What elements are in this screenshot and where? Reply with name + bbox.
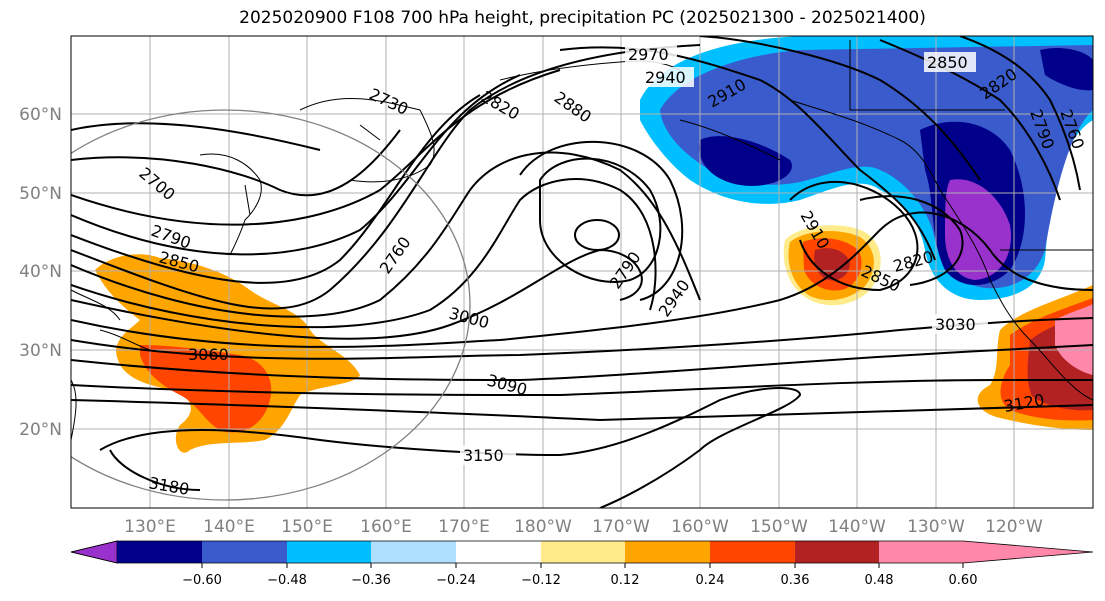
lat-label: 20°N [19,420,62,440]
colorbar-segment [541,541,625,563]
lon-label: 120°W [985,517,1043,537]
coastlines [71,40,1093,441]
lon-label: 170°E [438,517,490,537]
colorbar-tick-label: 0.48 [865,573,894,588]
colorbar-tick-label: 0.12 [611,573,640,588]
lat-label: 40°N [19,262,62,282]
contour-label: 3150 [463,446,504,465]
lon-label: 130°W [907,517,965,537]
lon-label: 130°E [124,517,176,537]
colorbar: −0.60 −0.48 −0.36 −0.24 −0.12 0.12 0.24 … [70,540,1094,588]
colorbar-tick-label: −0.48 [267,573,307,588]
lon-label: 170°W [592,517,650,537]
lon-label: 160°E [360,517,412,537]
colorbar-segment [879,541,963,563]
contour-label: 2940 [645,68,686,87]
colorbar-tick-label: −0.60 [182,573,222,588]
colorbar-extend-min [70,540,118,564]
colorbar-tick-label: 0.24 [696,573,725,588]
colorbar-tick-label: 0.60 [949,573,978,588]
latitude-labels: 60°N 50°N 40°N 30°N 20°N [19,105,62,440]
map-title: 2025020900 F108 700 hPa height, precipit… [239,8,926,28]
longitude-labels: 130°E 140°E 150°E 160°E 170°E 180°W 170°… [124,517,1043,537]
positive-precip-anomaly-central [783,225,881,306]
lon-label: 150°E [281,517,333,537]
graticule [71,36,1093,508]
lon-label: 140°W [828,517,886,537]
colorbar-segment [710,541,795,563]
range-circle [71,109,471,501]
contour-label: 3060 [188,345,229,364]
lon-label: 160°W [671,517,729,537]
colorbar-ticks [201,563,964,568]
colorbar-segment [456,541,541,563]
lat-label: 30°N [19,341,62,361]
contour-label: 2970 [628,45,669,64]
positive-precip-anomaly-west [95,254,360,453]
contour-label: 2850 [927,53,968,72]
lon-label: 150°W [750,517,808,537]
colorbar-tick-label: −0.24 [436,573,476,588]
lon-label: 180°W [514,517,572,537]
negative-precip-anomaly-region [640,36,1093,300]
contour-label: 3030 [935,315,976,334]
colorbar-tick-label: −0.12 [521,573,561,588]
colorbar-segment [117,541,202,563]
colorbar-segment [371,541,456,563]
colorbar-segment [202,541,287,563]
map-frame [70,35,1094,509]
lat-label: 60°N [19,105,62,125]
colorbar-segment [287,541,371,563]
colorbar-outline [70,540,1094,564]
colorbar-segment [625,541,710,563]
colorbar-tick-label: −0.36 [351,573,391,588]
colorbar-segment [795,541,879,563]
lat-label: 50°N [19,184,62,204]
positive-precip-anomaly-east [977,285,1093,430]
colorbar-tick-label: 0.36 [781,573,810,588]
lon-label: 140°E [203,517,255,537]
